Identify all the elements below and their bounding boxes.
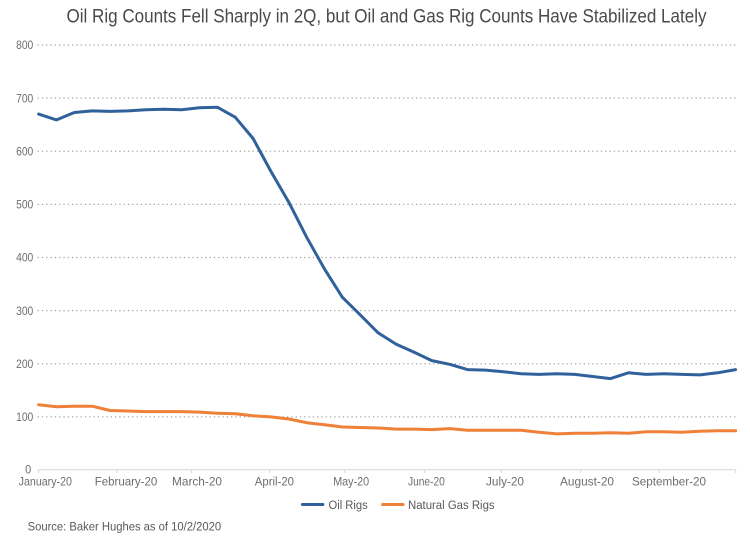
- svg-text:200: 200: [16, 357, 34, 371]
- svg-text:June-20: June-20: [408, 475, 445, 489]
- svg-text:May-20: May-20: [333, 475, 369, 489]
- svg-text:April-20: April-20: [255, 475, 294, 489]
- svg-text:100: 100: [16, 410, 34, 424]
- svg-text:300: 300: [16, 304, 34, 318]
- svg-text:Natural Gas Rigs: Natural Gas Rigs: [408, 498, 495, 512]
- svg-text:700: 700: [16, 91, 34, 105]
- svg-text:January-20: January-20: [19, 475, 72, 489]
- svg-text:0: 0: [25, 463, 32, 477]
- svg-text:March-20: March-20: [172, 475, 222, 489]
- svg-text:500: 500: [16, 198, 34, 212]
- svg-text:400: 400: [16, 251, 34, 265]
- svg-text:Source: Baker Hughes as of 10/: Source: Baker Hughes as of 10/2/2020: [28, 520, 222, 534]
- svg-text:February-20: February-20: [95, 475, 158, 489]
- svg-text:September-20: September-20: [632, 475, 706, 489]
- svg-text:Oil Rigs: Oil Rigs: [329, 498, 368, 512]
- svg-text:800: 800: [16, 38, 34, 52]
- svg-text:July-20: July-20: [486, 475, 524, 489]
- svg-text:Oil Rig Counts Fell Sharply in: Oil Rig Counts Fell Sharply in 2Q, but O…: [67, 7, 707, 28]
- svg-text:August-20: August-20: [560, 475, 614, 489]
- svg-text:600: 600: [16, 144, 34, 158]
